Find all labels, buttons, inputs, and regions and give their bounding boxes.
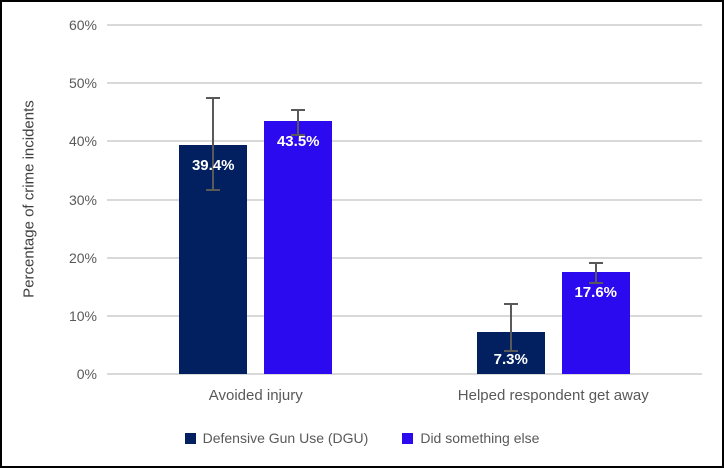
- bar-did-something-else-helped-respondent-get-away: [561, 271, 630, 374]
- y-axis-tick-labels: 0% 10% 20% 30% 40% 50% 60%: [2, 2, 97, 466]
- gridline-20: [107, 256, 702, 259]
- plot-area: 39.4% 43.5% 7.3% 17.6%: [107, 24, 702, 375]
- legend-label-defensive-gun-use-dgu: Defensive Gun Use (DGU): [202, 430, 369, 446]
- legend: Defensive Gun Use (DGU) Did something els…: [2, 429, 722, 447]
- legend-item-defensive-gun-use-dgu: Defensive Gun Use (DGU): [184, 429, 369, 447]
- category-label-avoided-injury: Avoided injury: [208, 387, 303, 404]
- error-cap-bottom-did-something-else-avoided-injury: [291, 133, 306, 136]
- legend-swatch-did-something-else: [402, 432, 414, 444]
- y-tick-label-30: 30%: [68, 191, 97, 208]
- x-axis-category-labels: Avoided injury Helped respondent get away: [107, 386, 702, 405]
- error-cap-top-defensive-gun-use-dgu-avoided-injury: [206, 96, 221, 99]
- legend-label-did-something-else: Did something else: [420, 430, 540, 446]
- error-cap-top-defensive-gun-use-dgu-helped-respondent-get-away: [503, 303, 518, 306]
- error-bar-did-something-else-avoided-injury: [297, 109, 300, 135]
- error-cap-bottom-defensive-gun-use-dgu-avoided-injury: [206, 189, 221, 192]
- error-bar-defensive-gun-use-dgu-avoided-injury: [212, 97, 215, 191]
- error-cap-bottom-defensive-gun-use-dgu-helped-respondent-get-away: [503, 350, 518, 353]
- bar-did-something-else-avoided-injury: [264, 120, 333, 374]
- y-tick-label-10: 10%: [68, 307, 97, 324]
- data-label-did-something-else-avoided-injury: 43.5%: [276, 132, 320, 150]
- data-label-defensive-gun-use-dgu-avoided-injury: 39.4%: [191, 156, 235, 174]
- legend-swatch-defensive-gun-use-dgu: [184, 432, 196, 444]
- data-label-defensive-gun-use-dgu-helped-respondent-get-away: 7.3%: [493, 351, 528, 368]
- y-tick-label-50: 50%: [68, 75, 97, 92]
- y-tick-label-20: 20%: [68, 249, 97, 266]
- data-label-did-something-else-helped-respondent-get-away: 17.6%: [574, 283, 618, 301]
- error-cap-top-did-something-else-avoided-injury: [291, 108, 306, 111]
- error-bar-defensive-gun-use-dgu-helped-respondent-get-away: [509, 304, 512, 352]
- gridline-0: [107, 373, 702, 375]
- legend-item-did-something-else: Did something else: [402, 429, 539, 447]
- y-tick-label-60: 60%: [68, 17, 97, 33]
- error-cap-top-did-something-else-helped-respondent-get-away: [588, 262, 603, 265]
- gridline-10: [107, 314, 702, 317]
- error-cap-bottom-did-something-else-helped-respondent-get-away: [588, 281, 603, 284]
- gridline-50: [107, 82, 702, 85]
- gridline-30: [107, 198, 702, 201]
- gridline-60: [107, 24, 702, 26]
- category-label-helped-respondent-get-away: Helped respondent get away: [457, 387, 649, 404]
- y-tick-label-0: 0%: [76, 366, 97, 382]
- error-bar-did-something-else-helped-respondent-get-away: [594, 263, 597, 283]
- y-tick-label-40: 40%: [68, 133, 97, 150]
- gridline-40: [107, 140, 702, 143]
